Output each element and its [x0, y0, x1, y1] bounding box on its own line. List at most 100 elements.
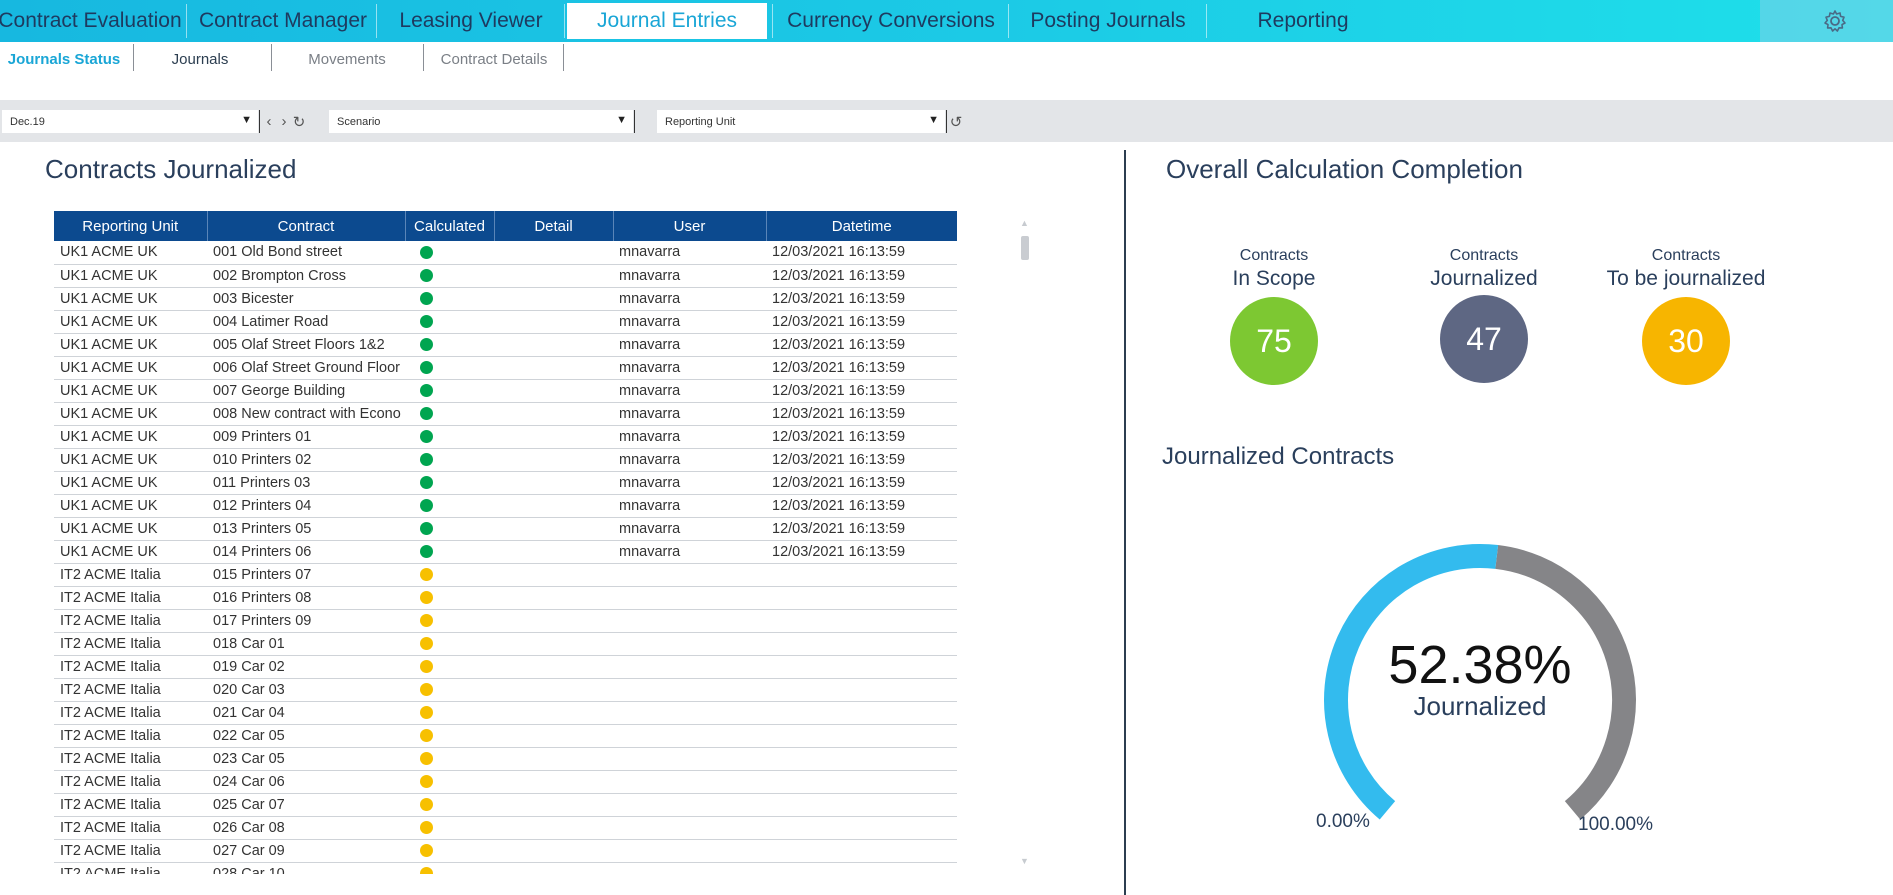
cell-user: mnavarra — [613, 540, 766, 564]
table-row[interactable]: IT2 ACME Italia 028 Car 10 — [54, 862, 957, 874]
scenario-dropdown[interactable]: Scenario ▼ — [329, 110, 633, 133]
table-row[interactable]: UK1 ACME UK 008 New contract with Econo mn… — [54, 402, 957, 426]
cell-datetime — [766, 678, 957, 702]
table-row[interactable]: IT2 ACME Italia 020 Car 03 — [54, 678, 957, 702]
tab-journal-entries[interactable]: Journal Entries — [567, 3, 767, 39]
table-row[interactable]: IT2 ACME Italia 021 Car 04 — [54, 701, 957, 725]
column-header-datetime[interactable]: Datetime — [765, 211, 957, 241]
gauge-label: Journalized — [1413, 691, 1547, 721]
reporting-unit-dropdown[interactable]: Reporting Unit ▼ — [657, 110, 945, 133]
cell-contract: 001 Old Bond street — [207, 241, 405, 265]
cell-detail — [494, 655, 613, 679]
cell-calculated — [405, 310, 494, 334]
table-row[interactable]: IT2 ACME Italia 015 Printers 07 — [54, 563, 957, 587]
cell-detail — [494, 701, 613, 725]
tab-currency-conversions[interactable]: Currency Conversions — [787, 9, 995, 32]
table-row[interactable]: IT2 ACME Italia 023 Car 05 — [54, 747, 957, 771]
previous-period-icon[interactable]: ‹ — [266, 113, 272, 130]
cell-user — [613, 586, 766, 610]
table-row[interactable]: IT2 ACME Italia 026 Car 08 — [54, 816, 957, 840]
period-dropdown[interactable]: Dec.19 ▼ — [2, 110, 258, 133]
table-row[interactable]: IT2 ACME Italia 016 Printers 08 — [54, 586, 957, 610]
table-row[interactable]: UK1 ACME UK 007 George Building mnavarra 12… — [54, 379, 957, 403]
cell-datetime: 12/03/2021 16:13:59 — [766, 356, 957, 380]
cell-calculated — [405, 287, 494, 311]
status-dot-icon — [420, 361, 433, 375]
cell-user: mnavarra — [613, 402, 766, 426]
divider — [259, 110, 260, 133]
cell-contract: 016 Printers 08 — [207, 586, 405, 610]
cell-reporting-unit: IT2 ACME Italia — [54, 724, 207, 748]
table-scrollbar[interactable]: ▲ ▼ — [1020, 218, 1030, 866]
table-row[interactable]: UK1 ACME UK 002 Brompton Cross mnavarra 12/… — [54, 264, 957, 288]
column-header-detail[interactable]: Detail — [493, 211, 613, 241]
subtab-journals[interactable]: Journals — [171, 50, 229, 68]
table-row[interactable]: UK1 ACME UK 005 Olaf Street Floors 1&2 mna… — [54, 333, 957, 357]
gauge-fill — [1324, 544, 1499, 820]
tab-reporting[interactable]: Reporting — [1257, 9, 1349, 32]
refresh-icon[interactable]: ↻ — [292, 113, 306, 131]
cell-datetime: 12/03/2021 16:13:59 — [766, 517, 957, 541]
table-row[interactable]: UK1 ACME UK 009 Printers 01 mnavarra 12/03/… — [54, 425, 957, 449]
table-row[interactable]: UK1 ACME UK 004 Latimer Road mnavarra 12/03… — [54, 310, 957, 334]
cell-user — [613, 862, 766, 874]
cell-contract: 013 Printers 05 — [207, 517, 405, 541]
table-row[interactable]: IT2 ACME Italia 019 Car 02 — [54, 655, 957, 679]
cell-reporting-unit: IT2 ACME Italia — [54, 563, 207, 587]
cell-datetime — [766, 563, 957, 587]
table-row[interactable]: UK1 ACME UK 011 Printers 03 mnavarra 12/03/… — [54, 471, 957, 495]
kpi-caption: Contracts — [1651, 247, 1721, 264]
next-period-icon[interactable]: › — [281, 113, 287, 130]
cell-reporting-unit: UK1 ACME UK — [54, 310, 207, 334]
scroll-up-icon[interactable]: ▲ — [1020, 218, 1029, 228]
cell-user — [613, 770, 766, 794]
cell-user: mnavarra — [613, 287, 766, 311]
status-dot-icon — [420, 522, 433, 536]
table-row[interactable]: UK1 ACME UK 014 Printers 06 mnavarra 12/03/… — [54, 540, 957, 564]
cell-calculated — [405, 425, 494, 449]
tab-posting-journals[interactable]: Posting Journals — [1030, 9, 1186, 32]
cell-user — [613, 747, 766, 771]
subtab-movements[interactable]: Movements — [308, 50, 386, 68]
scroll-down-icon[interactable]: ▼ — [1020, 856, 1029, 866]
column-header-user[interactable]: User — [612, 211, 766, 241]
table-row[interactable]: IT2 ACME Italia 022 Car 05 — [54, 724, 957, 748]
cell-contract: 004 Latimer Road — [207, 310, 405, 334]
kpi-label: To be journalized — [1606, 267, 1766, 290]
table-row[interactable]: UK1 ACME UK 012 Printers 04 mnavarra 12/03/… — [54, 494, 957, 518]
table-row[interactable]: IT2 ACME Italia 024 Car 06 — [54, 770, 957, 794]
cell-datetime — [766, 609, 957, 633]
cell-detail — [494, 862, 613, 874]
tab-contract-manager[interactable]: Contract Manager — [198, 9, 368, 32]
table-row[interactable]: UK1 ACME UK 001 Old Bond street mnavarra 12… — [54, 241, 957, 265]
column-header-contract[interactable]: Contract — [206, 211, 405, 241]
table-row[interactable]: IT2 ACME Italia 017 Printers 09 — [54, 609, 957, 633]
subtab-contract-details[interactable]: Contract Details — [440, 50, 548, 68]
tab-leasing-viewer[interactable]: Leasing Viewer — [399, 9, 543, 32]
table-row[interactable]: UK1 ACME UK 006 Olaf Street Ground Floor m… — [54, 356, 957, 380]
cell-reporting-unit: IT2 ACME Italia — [54, 586, 207, 610]
table-row[interactable]: IT2 ACME Italia 018 Car 01 — [54, 632, 957, 656]
table-row[interactable]: UK1 ACME UK 003 Bicester mnavarra 12/03/202… — [54, 287, 957, 311]
cell-detail — [494, 678, 613, 702]
cell-calculated — [405, 333, 494, 357]
cell-contract: 006 Olaf Street Ground Floor — [207, 356, 405, 380]
column-header-reporting-unit[interactable]: Reporting Unit — [54, 211, 207, 241]
status-dot-icon — [420, 407, 433, 421]
scrollbar-thumb[interactable] — [1021, 236, 1029, 260]
table-row[interactable]: IT2 ACME Italia 027 Car 09 — [54, 839, 957, 863]
tab-contract-evaluation[interactable]: Contract Evaluation — [0, 9, 182, 32]
column-header-calculated[interactable]: Calculated — [404, 211, 494, 241]
status-dot-icon — [420, 338, 433, 352]
table-row[interactable]: UK1 ACME UK 010 Printers 02 mnavarra 12/03/… — [54, 448, 957, 472]
table-row[interactable]: UK1 ACME UK 013 Printers 05 mnavarra 12/03/… — [54, 517, 957, 541]
table-row[interactable]: IT2 ACME Italia 025 Car 07 — [54, 793, 957, 817]
gauge-min-label: 0.00% — [1316, 811, 1370, 832]
cell-detail — [494, 264, 613, 288]
cell-user: mnavarra — [613, 494, 766, 518]
subtab-journals-status[interactable]: Journals Status — [7, 50, 121, 68]
cell-reporting-unit: IT2 ACME Italia — [54, 862, 207, 874]
gear-icon[interactable] — [1823, 9, 1847, 33]
contracts-table: Reporting Unit Contract Calculated Detai… — [54, 211, 957, 874]
reset-icon[interactable]: ↺ — [949, 113, 963, 131]
